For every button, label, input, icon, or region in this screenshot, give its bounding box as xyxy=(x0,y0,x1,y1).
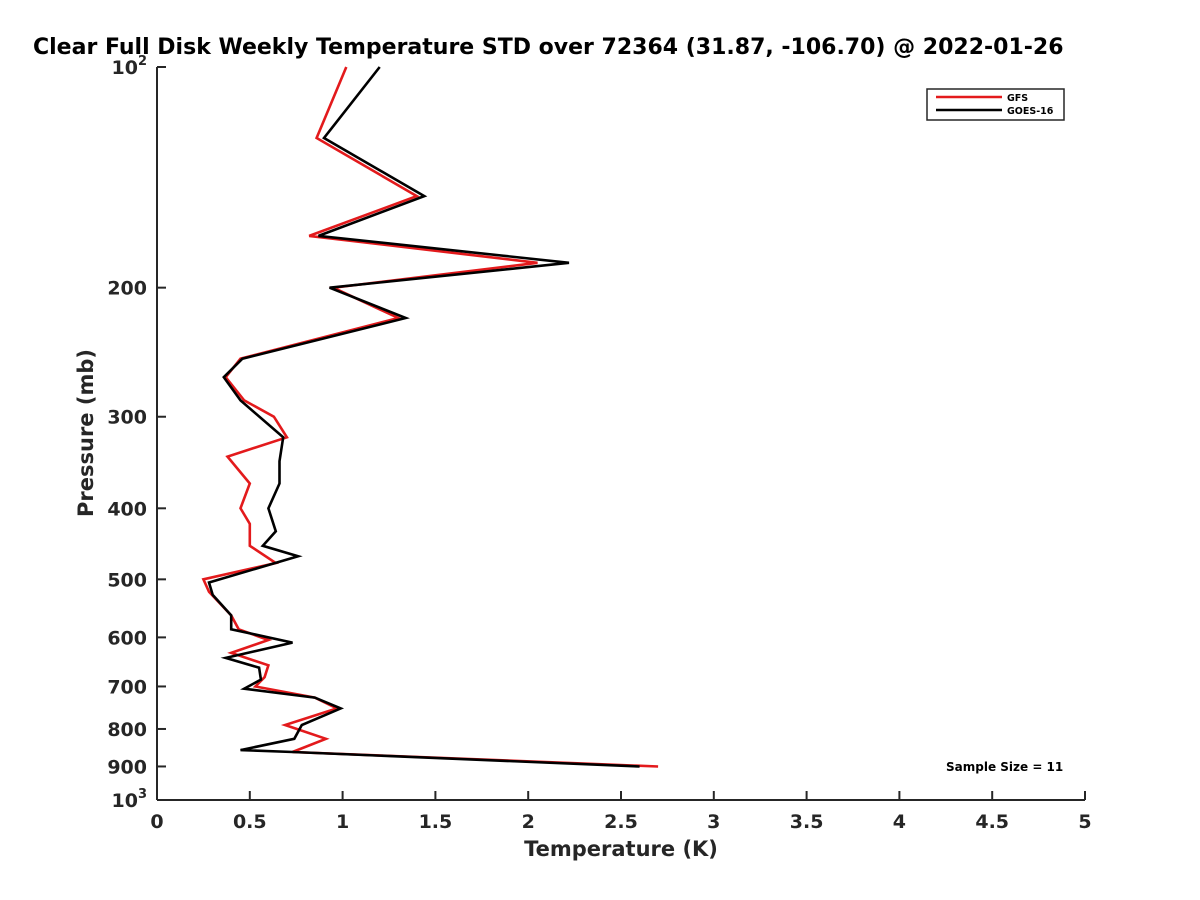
y-tick-label: 200 xyxy=(107,278,147,300)
y-tick-label: 400 xyxy=(107,498,147,520)
sample-size-annotation: Sample Size = 11 xyxy=(946,760,1063,774)
legend: GFS GOES-16 xyxy=(926,88,1065,121)
legend-label-goes16: GOES-16 xyxy=(1007,106,1054,117)
legend-box xyxy=(926,88,1065,121)
x-tick-label: 1.5 xyxy=(419,811,453,833)
y-tick-label: 103 xyxy=(112,787,148,812)
y-tick-label: 800 xyxy=(107,719,147,741)
series-layer xyxy=(201,66,659,768)
x-tick-label: 2.5 xyxy=(604,811,638,833)
y-tick-label: 700 xyxy=(107,676,147,698)
x-axis-ticks: 0 0.5 1 1.5 2 2.5 3 3.5 4 4.5 5 xyxy=(150,791,1092,833)
y-tick-label: 102 xyxy=(112,54,148,79)
x-tick-label: 2 xyxy=(522,811,535,833)
series-line-goes16 xyxy=(207,66,640,768)
x-tick-label: 4 xyxy=(893,811,906,833)
series-line-gfs xyxy=(201,66,659,768)
chart-title: Clear Full Disk Weekly Temperature STD o… xyxy=(33,35,1064,60)
y-axis-label: Pressure (mb) xyxy=(74,349,98,517)
y-axis-ticks: 102 200 300 400 500 600 700 800 900 103 xyxy=(107,54,166,812)
x-tick-label: 0 xyxy=(150,811,163,833)
plot-area xyxy=(156,67,1085,801)
x-axis-label: Temperature (K) xyxy=(524,837,718,861)
y-tick-label: 300 xyxy=(107,407,147,429)
y-tick-label: 600 xyxy=(107,627,147,649)
x-tick-label: 0.5 xyxy=(233,811,267,833)
x-tick-label: 5 xyxy=(1078,811,1091,833)
legend-label-gfs: GFS xyxy=(1007,93,1028,104)
x-tick-label: 3.5 xyxy=(790,811,824,833)
x-tick-label: 4.5 xyxy=(975,811,1009,833)
x-tick-label: 1 xyxy=(336,811,349,833)
y-tick-label: 900 xyxy=(107,756,147,778)
y-tick-label: 500 xyxy=(107,569,147,591)
x-tick-label: 3 xyxy=(707,811,720,833)
